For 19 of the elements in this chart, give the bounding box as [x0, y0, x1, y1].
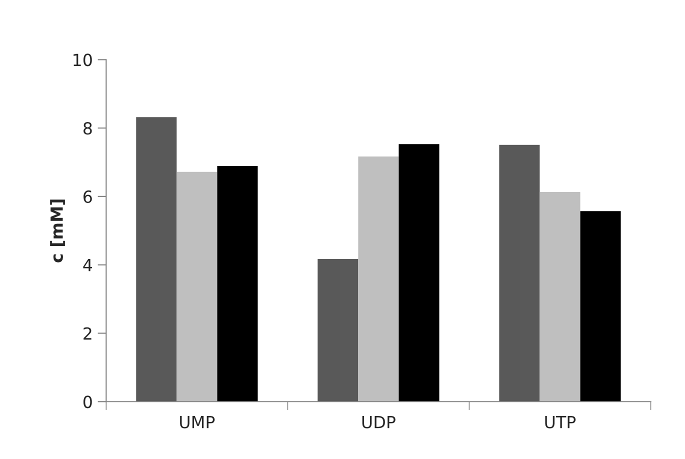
- bar: [176, 172, 218, 402]
- bar: [580, 211, 621, 402]
- y-tick-label: 10: [74, 54, 92, 66]
- x-tick-label: UMP: [180, 416, 215, 428]
- bar: [499, 144, 540, 402]
- y-tick-label: 0: [83, 396, 92, 408]
- bar: [217, 166, 258, 402]
- y-axis-title: c [mM]: [50, 200, 65, 262]
- x-tick-label: UTP: [545, 416, 576, 428]
- bar: [358, 156, 399, 402]
- y-tick-label: 6: [84, 190, 92, 204]
- bar: [540, 192, 580, 402]
- bar: [318, 259, 358, 402]
- bar: [398, 144, 440, 402]
- bar: [136, 117, 177, 402]
- y-tick-label: 4: [83, 259, 92, 272]
- x-tick-label: UDP: [362, 416, 396, 428]
- y-tick-label: 2: [84, 327, 92, 340]
- y-tick-label: 8: [84, 122, 92, 135]
